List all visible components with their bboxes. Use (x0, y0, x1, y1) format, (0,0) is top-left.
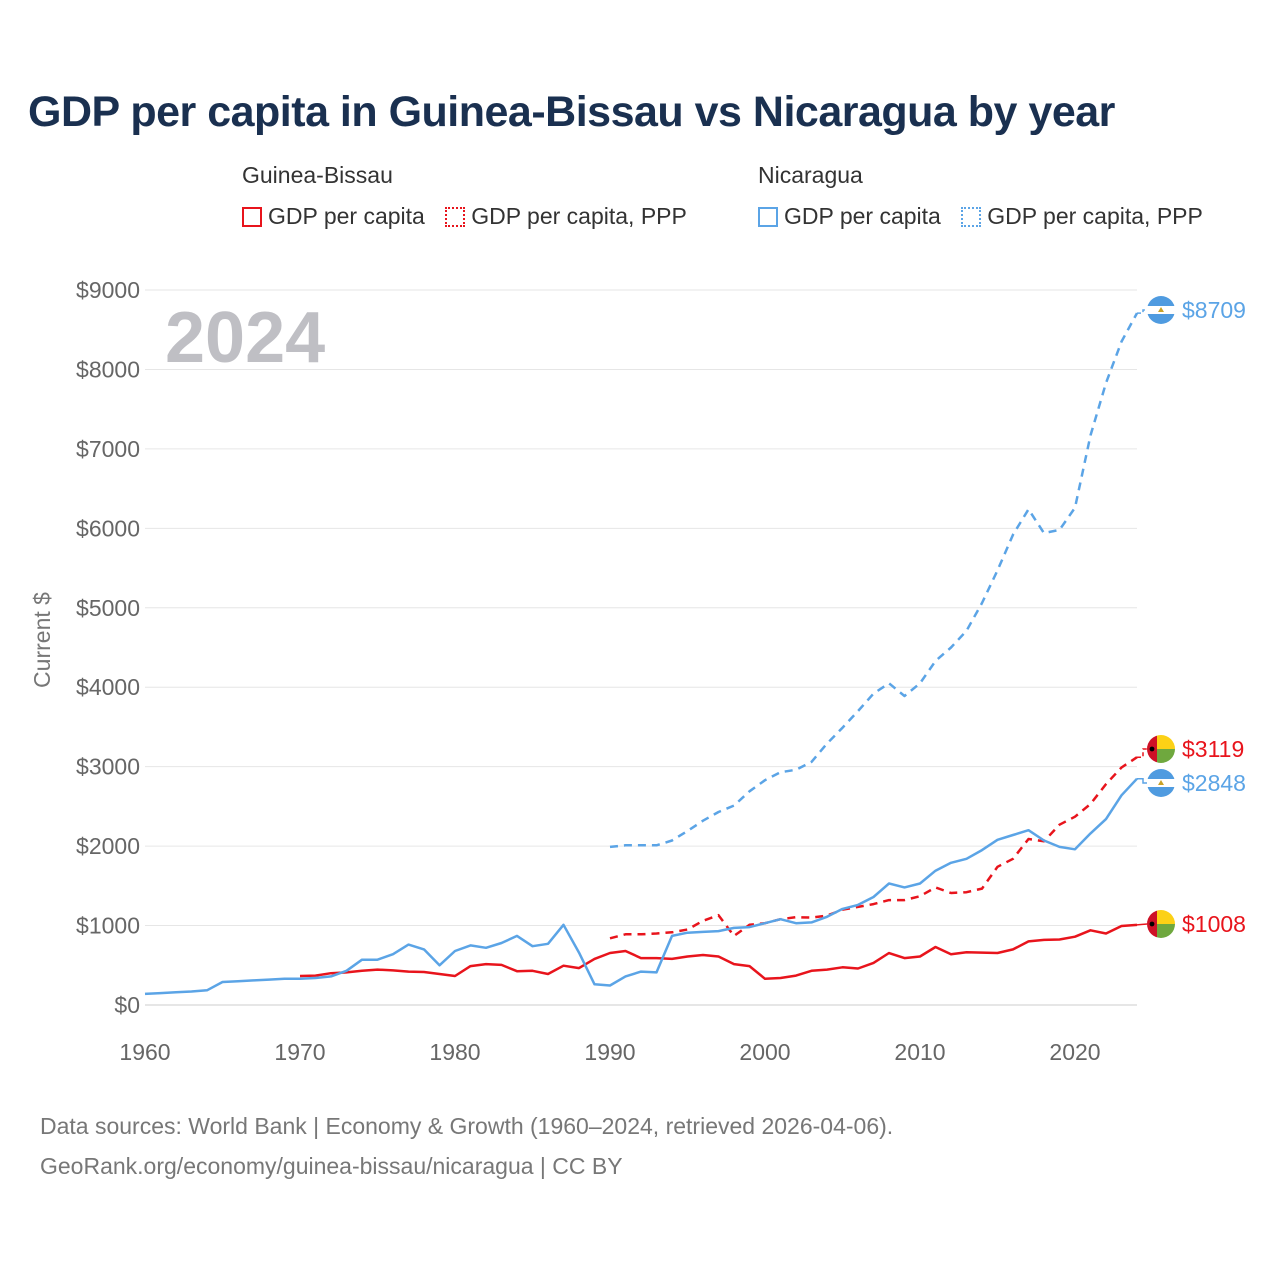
series-line-1[interactable] (609, 756, 1138, 940)
data-source-note: Data sources: World Bank | Economy & Gro… (40, 1113, 894, 1139)
nicaragua-flag-icon (1147, 769, 1175, 797)
legend-item-nicaragua-gdp-ppp[interactable]: GDP per capita, PPP (961, 203, 1203, 230)
legend-item-guinea-bissau-gdp-ppp[interactable]: GDP per capita, PPP (445, 203, 687, 230)
y-axis: $0 $1000 $2000 $3000 $4000 $5000 $6000 $7000 $80… (76, 277, 140, 1018)
y-axis-label: Current $ (29, 592, 55, 688)
legend-item-nicaragua-gdp[interactable]: GDP per capita (758, 203, 941, 230)
y-tick-label: $9000 (76, 277, 140, 303)
leader-line (1137, 748, 1147, 758)
legend-label: GDP per capita (268, 203, 425, 229)
end-value-label: $8709 (1182, 297, 1246, 323)
x-tick-label: 1970 (274, 1039, 325, 1065)
legend-swatch-solid (242, 206, 262, 227)
legend-label: GDP per capita, PPP (987, 203, 1203, 229)
y-tick-label: $4000 (76, 674, 140, 700)
nicaragua-flag-icon (1147, 296, 1175, 324)
y-tick-label: $8000 (76, 356, 140, 382)
grid-lines (145, 289, 1137, 1006)
series-line-2[interactable] (144, 777, 1138, 996)
y-tick-label: $2000 (76, 833, 140, 859)
leader-line (1137, 777, 1147, 784)
end-value-label: $1008 (1182, 911, 1246, 937)
series-line-3[interactable] (609, 312, 1139, 849)
x-tick-label: 1990 (584, 1039, 635, 1065)
guinea-bissau-flag-icon (1147, 910, 1175, 938)
legend-group-title: Nicaragua (758, 162, 863, 188)
legend-swatch-dotted (445, 206, 466, 227)
series-line-0[interactable] (299, 923, 1138, 981)
legend-swatch-solid (758, 206, 778, 227)
chart-title: GDP per capita in Guinea-Bissau vs Nicar… (28, 88, 1115, 136)
x-tick-label: 1980 (429, 1039, 480, 1065)
year-watermark: 2024 (165, 298, 325, 378)
x-tick-label: 2000 (739, 1039, 790, 1065)
footer: Data sources: World Bank | Economy & Gro… (40, 1106, 893, 1186)
x-tick-label: 2010 (894, 1039, 945, 1065)
x-tick-label: 2020 (1049, 1039, 1100, 1065)
line-chart: 2024 $0 $1000 $2000 $3000 $4000 $5000 $6000 $70… (29, 277, 1246, 1065)
leader-line (1136, 923, 1148, 926)
end-value-label: $2848 (1182, 770, 1246, 796)
legend-group-guinea-bissau: Guinea-Bissau GDP per capita GDP per cap… (242, 162, 701, 233)
legend-label: GDP per capita (784, 203, 941, 229)
y-tick-label: $3000 (76, 754, 140, 780)
guinea-bissau-flag-icon (1147, 735, 1175, 763)
legend-group-title: Guinea-Bissau (242, 162, 393, 188)
x-axis: 1960 1970 1980 1990 2000 2010 2020 (119, 1039, 1100, 1065)
y-tick-label: $5000 (76, 595, 140, 621)
y-tick-label: $1000 (76, 913, 140, 939)
legend-item-guinea-bissau-gdp[interactable]: GDP per capita (242, 203, 425, 230)
y-tick-label: $6000 (76, 515, 140, 541)
source-link[interactable]: GeoRank.org/economy/guinea-bissau/nicara… (40, 1153, 623, 1179)
legend-label: GDP per capita, PPP (471, 203, 687, 229)
legend-group-nicaragua: Nicaragua GDP per capita GDP per capita,… (758, 162, 1217, 233)
legend-swatch-dotted (961, 206, 982, 227)
end-value-label: $3119 (1182, 736, 1244, 762)
y-tick-label: $7000 (76, 436, 140, 462)
leader-line (1137, 309, 1147, 314)
x-tick-label: 1960 (119, 1039, 170, 1065)
y-tick-label: $0 (114, 992, 140, 1018)
